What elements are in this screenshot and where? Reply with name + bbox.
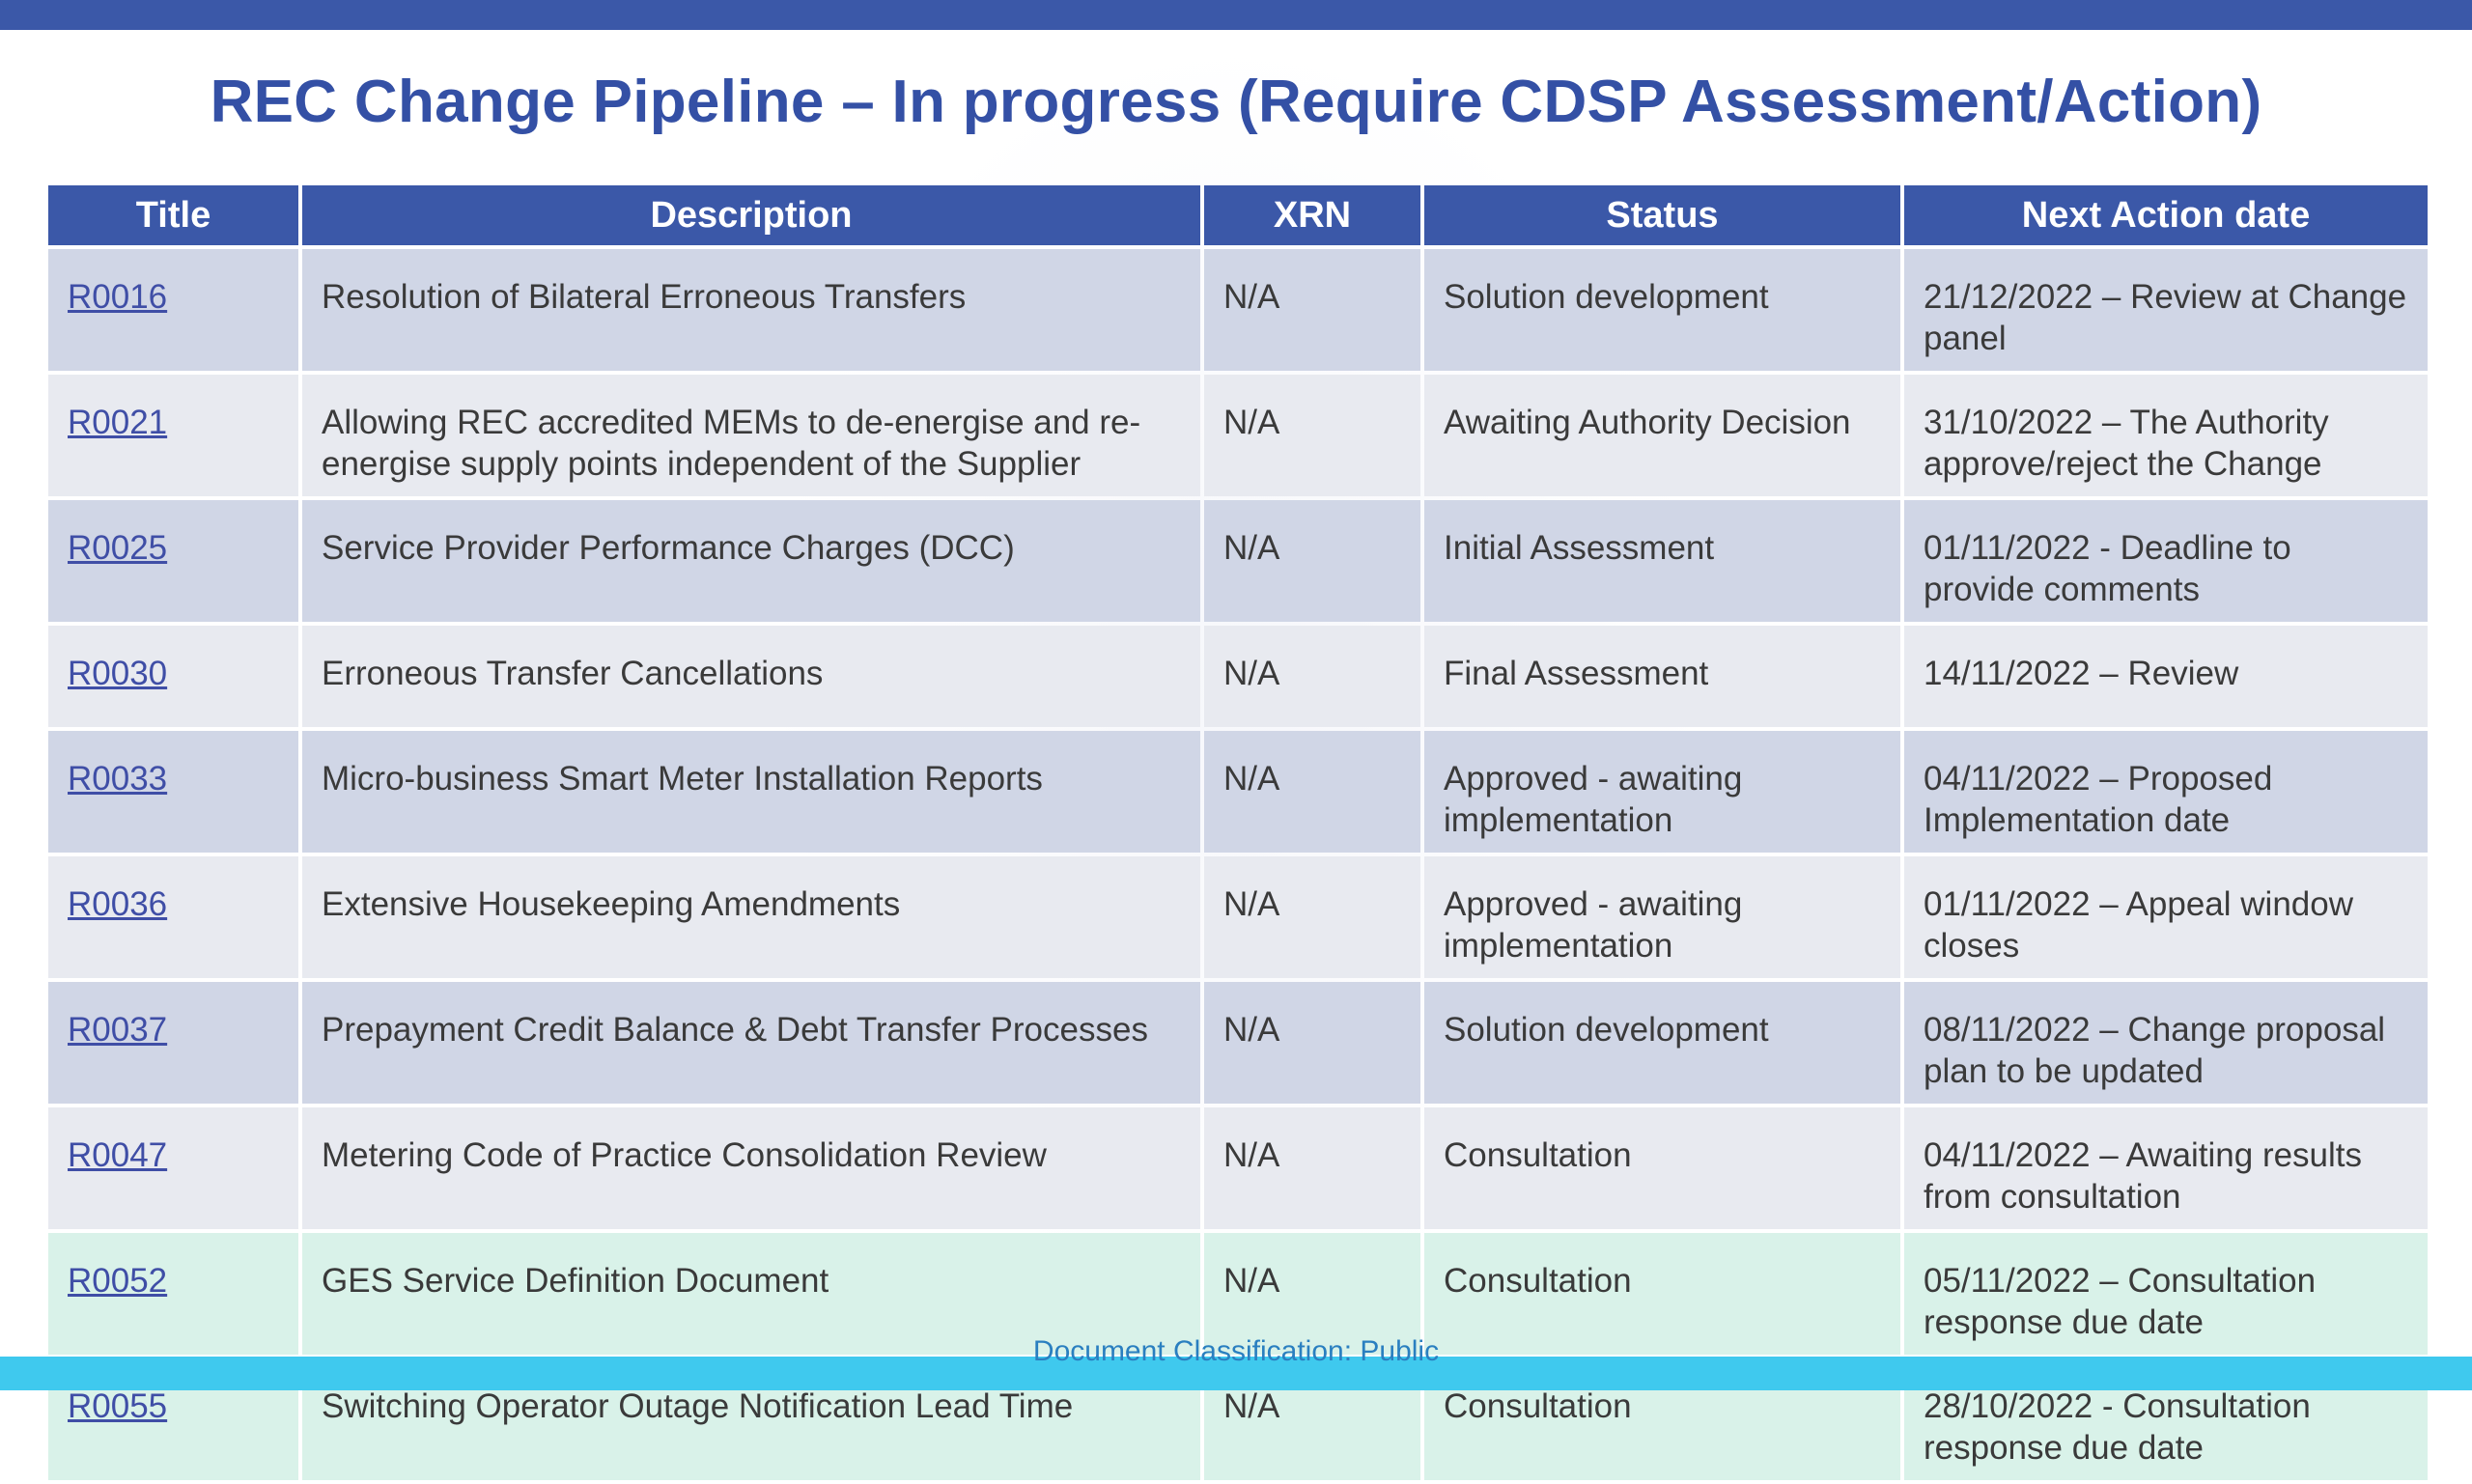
cell-description: Allowing REC accredited MEMs to de-energ… [302, 375, 1200, 496]
table-row: R0036 Extensive Housekeeping Amendments … [48, 856, 2428, 978]
cell-xrn: N/A [1204, 626, 1420, 727]
cell-title: R0036 [48, 856, 298, 978]
cell-next-action: 05/11/2022 – Consultation response due d… [1904, 1233, 2428, 1355]
cell-title: R0021 [48, 375, 298, 496]
change-link[interactable]: R0016 [68, 278, 168, 316]
cell-next-action: 08/11/2022 – Change proposal plan to be … [1904, 982, 2428, 1104]
page-title: REC Change Pipeline – In progress (Requi… [210, 69, 2262, 135]
cell-status: Awaiting Authority Decision [1424, 375, 1900, 496]
change-link[interactable]: R0055 [68, 1387, 168, 1425]
cell-next-action: 14/11/2022 – Review [1904, 626, 2428, 727]
cell-description: Prepayment Credit Balance & Debt Transfe… [302, 982, 1200, 1104]
cell-xrn: N/A [1204, 249, 1420, 371]
header-description: Description [302, 185, 1200, 245]
cell-next-action: 04/11/2022 – Proposed Implementation dat… [1904, 731, 2428, 853]
top-accent-bar [0, 0, 2472, 30]
cell-status: Final Assessment [1424, 626, 1900, 727]
cell-xrn: N/A [1204, 1107, 1420, 1229]
cell-title: R0047 [48, 1107, 298, 1229]
cell-status: Consultation [1424, 1107, 1900, 1229]
change-pipeline-table-container: Title Description XRN Status Next Action… [44, 182, 2428, 1484]
table-row: R0037 Prepayment Credit Balance & Debt T… [48, 982, 2428, 1104]
cell-xrn: N/A [1204, 1233, 1420, 1355]
change-link[interactable]: R0033 [68, 760, 168, 798]
cell-title: R0030 [48, 626, 298, 727]
cell-next-action: 21/12/2022 – Review at Change panel [1904, 249, 2428, 371]
cell-next-action: 31/10/2022 – The Authority approve/rejec… [1904, 375, 2428, 496]
cell-next-action: 01/11/2022 - Deadline to provide comment… [1904, 500, 2428, 622]
change-link[interactable]: R0037 [68, 1011, 168, 1049]
header-xrn: XRN [1204, 185, 1420, 245]
cell-description: GES Service Definition Document [302, 1233, 1200, 1355]
cell-xrn: N/A [1204, 375, 1420, 496]
cell-xrn: N/A [1204, 500, 1420, 622]
cell-status: Consultation [1424, 1233, 1900, 1355]
change-link[interactable]: R0052 [68, 1262, 168, 1300]
header-next-action-date: Next Action date [1904, 185, 2428, 245]
cell-title: R0016 [48, 249, 298, 371]
change-link[interactable]: R0021 [68, 404, 168, 441]
table-row: R0021 Allowing REC accredited MEMs to de… [48, 375, 2428, 496]
cell-next-action: 04/11/2022 – Awaiting results from consu… [1904, 1107, 2428, 1229]
cell-title: R0052 [48, 1233, 298, 1355]
cell-status: Solution development [1424, 249, 1900, 371]
cell-title: R0037 [48, 982, 298, 1104]
cell-description: Micro-business Smart Meter Installation … [302, 731, 1200, 853]
cell-xrn: N/A [1204, 982, 1420, 1104]
table-row: R0025 Service Provider Performance Charg… [48, 500, 2428, 622]
change-link[interactable]: R0036 [68, 885, 168, 923]
document-classification: Document Classification: Public [1032, 1335, 1440, 1367]
cell-status: Initial Assessment [1424, 500, 1900, 622]
change-pipeline-table: Title Description XRN Status Next Action… [44, 182, 2431, 1484]
cell-description: Metering Code of Practice Consolidation … [302, 1107, 1200, 1229]
header-title: Title [48, 185, 298, 245]
header-status: Status [1424, 185, 1900, 245]
table-row: R0030 Erroneous Transfer Cancellations N… [48, 626, 2428, 727]
cell-xrn: N/A [1204, 731, 1420, 853]
table-header-row: Title Description XRN Status Next Action… [48, 185, 2428, 245]
table-row: R0016 Resolution of Bilateral Erroneous … [48, 249, 2428, 371]
table-row: R0047 Metering Code of Practice Consolid… [48, 1107, 2428, 1229]
change-link[interactable]: R0030 [68, 655, 168, 692]
cell-next-action: 01/11/2022 – Appeal window closes [1904, 856, 2428, 978]
cell-status: Solution development [1424, 982, 1900, 1104]
cell-description: Resolution of Bilateral Erroneous Transf… [302, 249, 1200, 371]
cell-status: Approved - awaiting implementation [1424, 731, 1900, 853]
cell-title: R0033 [48, 731, 298, 853]
table-row: R0052 GES Service Definition Document N/… [48, 1233, 2428, 1355]
table-row: R0033 Micro-business Smart Meter Install… [48, 731, 2428, 853]
change-link[interactable]: R0047 [68, 1136, 168, 1174]
cell-status: Approved - awaiting implementation [1424, 856, 1900, 978]
cell-title: R0025 [48, 500, 298, 622]
cell-description: Erroneous Transfer Cancellations [302, 626, 1200, 727]
cell-xrn: N/A [1204, 856, 1420, 978]
cell-description: Service Provider Performance Charges (DC… [302, 500, 1200, 622]
cell-description: Extensive Housekeeping Amendments [302, 856, 1200, 978]
change-link[interactable]: R0025 [68, 529, 168, 567]
bottom-accent-bar [0, 1357, 2472, 1390]
